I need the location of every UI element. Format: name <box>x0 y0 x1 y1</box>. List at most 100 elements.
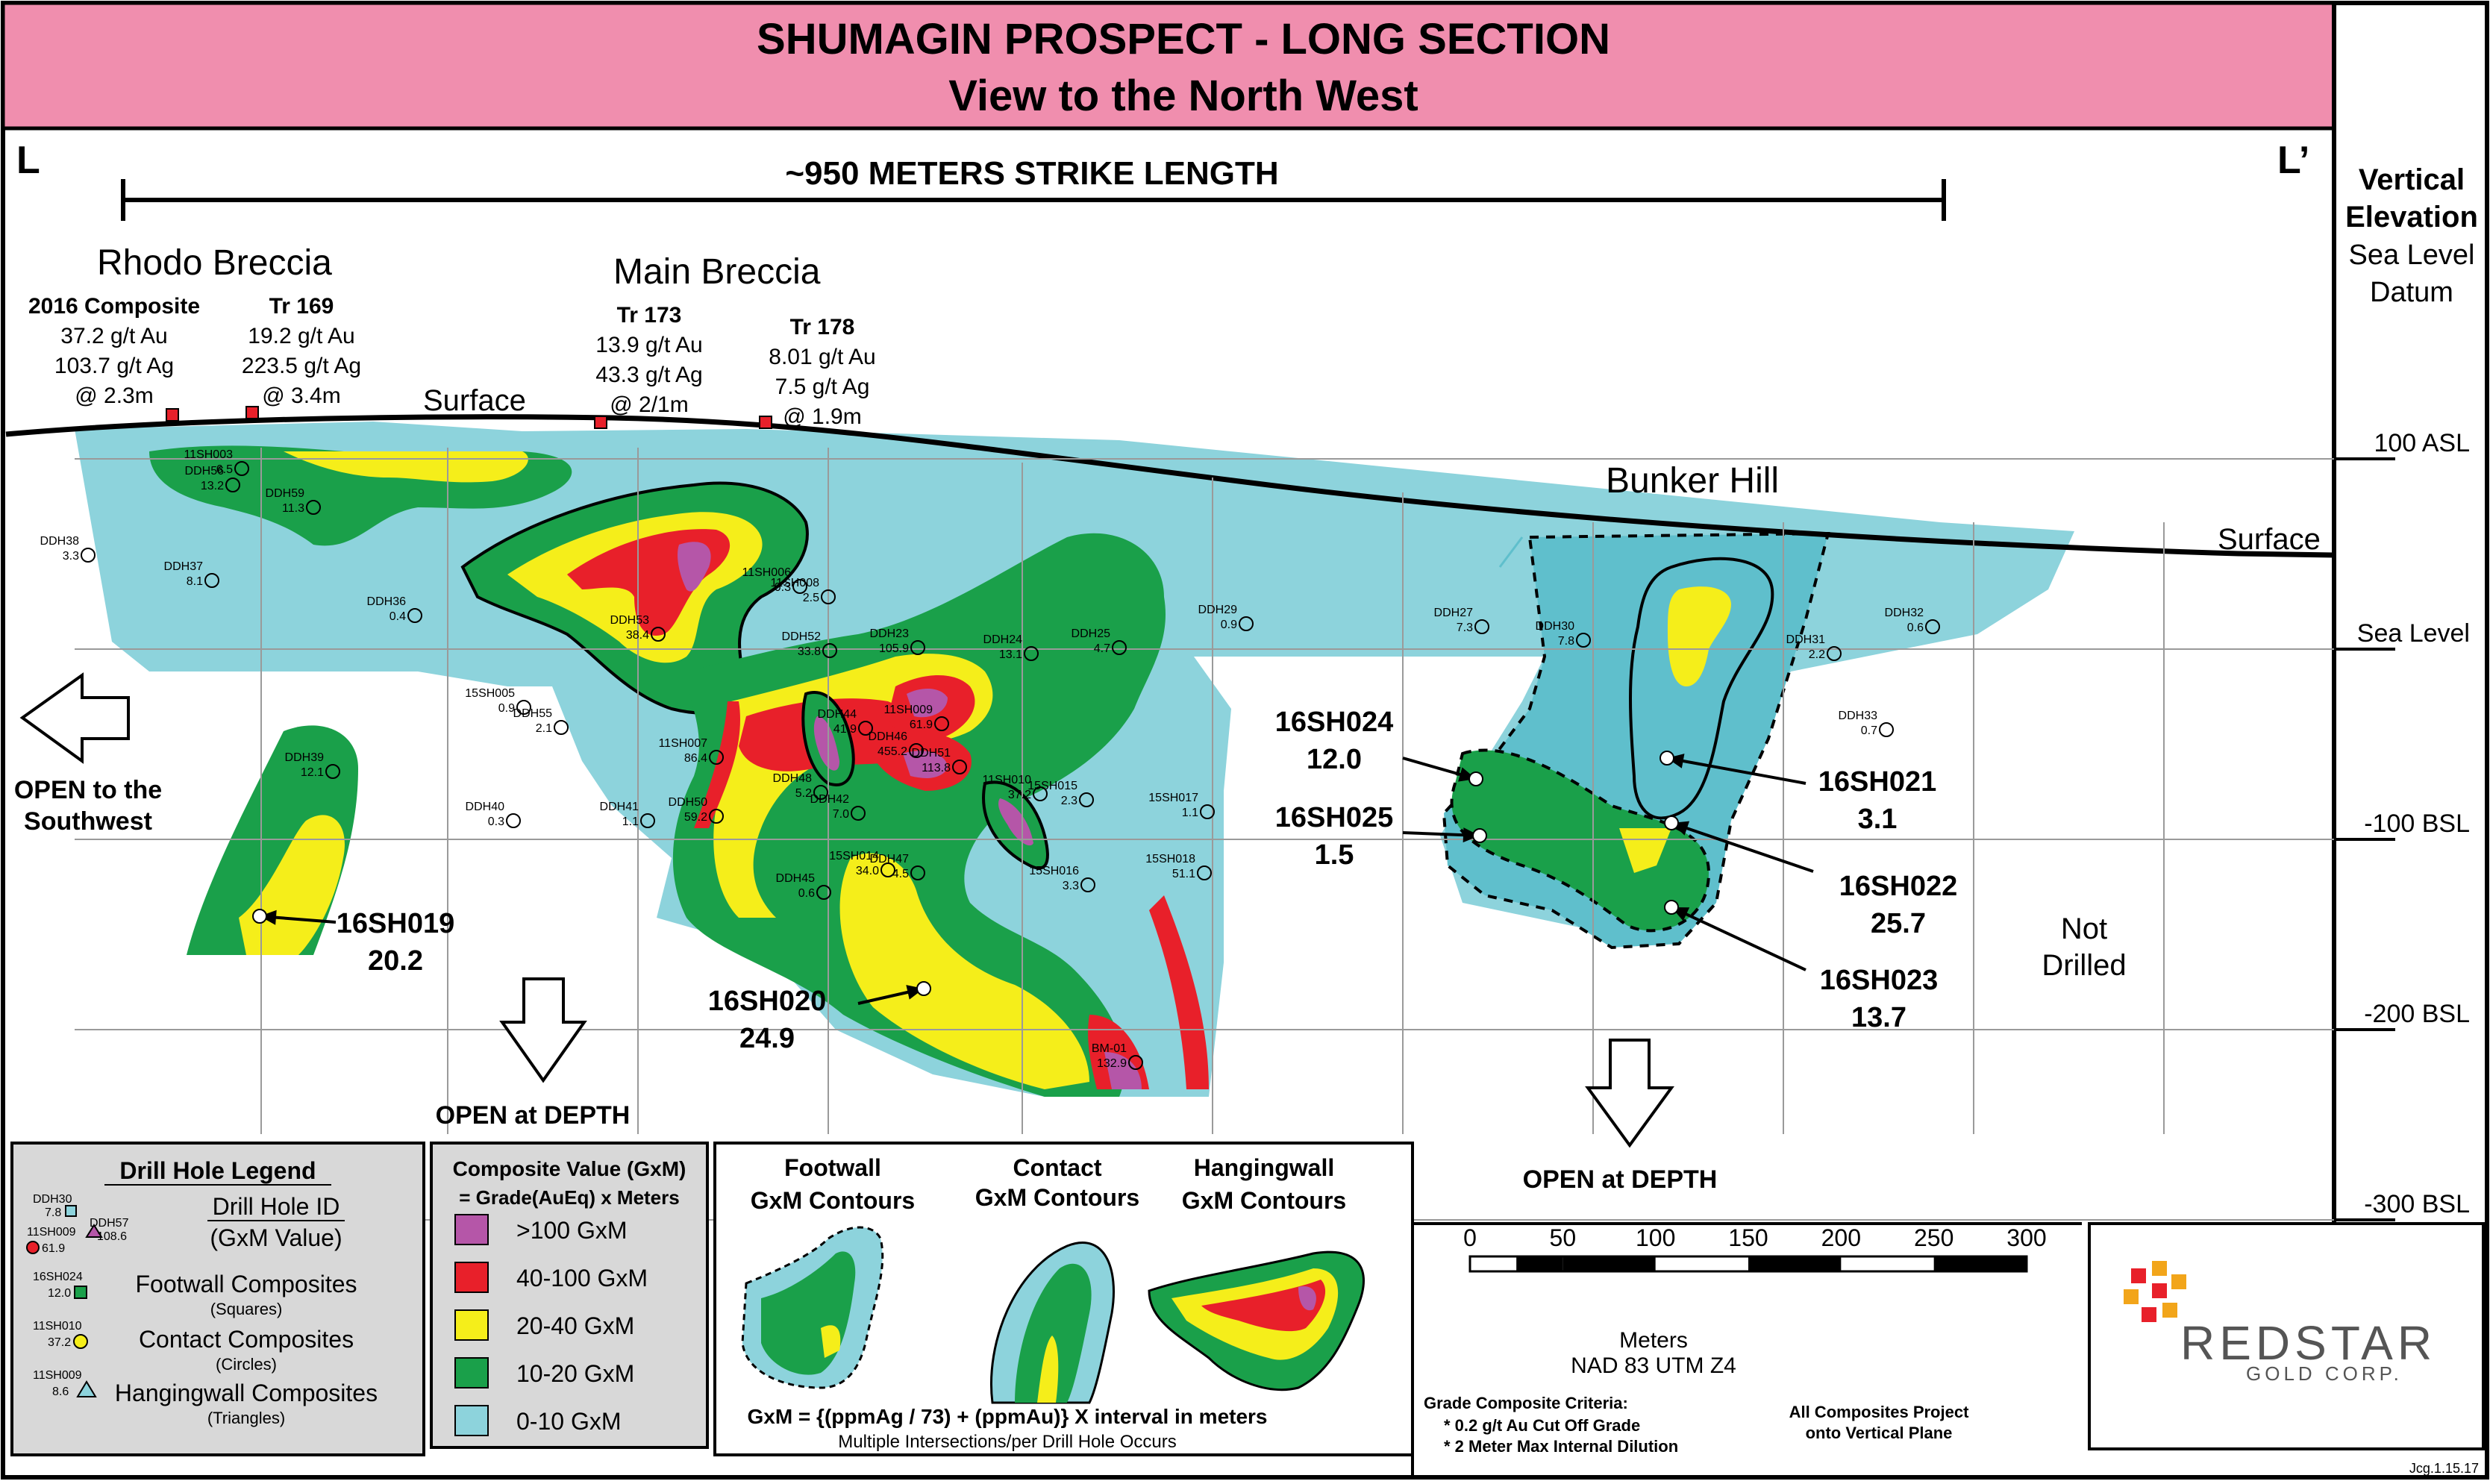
drill-hole: DDH32 0.6 <box>1885 607 1940 634</box>
drill-hole-id: 11SH008 <box>770 577 819 589</box>
callout-id: 16SH022 <box>1839 871 1957 902</box>
callout-value: 12.0 <box>1307 744 1362 775</box>
legend-circle-icon <box>26 1241 40 1254</box>
drill-hole: DDH33 0.7 <box>1839 710 1894 737</box>
criteria-line-2: * 2 Meter Max Internal Dilution <box>1444 1437 1678 1456</box>
scale-ticks: 0 50 100 150 200 250 300 <box>1463 1224 2047 1273</box>
drill-hole-value: 3.3 <box>63 550 79 563</box>
section-end-left: L <box>16 139 40 182</box>
callout-value: 20.2 <box>368 945 423 977</box>
redstar-logo: REDSTAR GOLD CORP. <box>2088 1222 2485 1450</box>
callout: 16SH021 3.1 <box>1660 751 1936 835</box>
legend-class-label: >100 GxM <box>516 1217 628 1244</box>
drill-hole: DDH45 0.6 <box>776 872 831 900</box>
drill-hole-id: DDH42 <box>810 793 850 806</box>
scale-tick-label: 250 <box>1914 1224 1953 1251</box>
drill-hole-marker <box>407 608 422 623</box>
drill-hole: DDH46 455.2 <box>869 730 924 758</box>
legend-class-label: 40-100 GxM <box>516 1265 648 1292</box>
drill-hole-value: 59.2 <box>684 811 707 824</box>
callout-leader <box>1666 757 1806 785</box>
drill-hole: 11SH006 0.3 <box>742 566 807 594</box>
scale-unit: Meters <box>1619 1328 1688 1353</box>
legend-ex-16sh024: 16SH024 <box>33 1271 83 1283</box>
trench-ag-1: 223.5 g/t Ag <box>242 354 361 378</box>
drill-hole-marker <box>1200 804 1215 819</box>
drill-hole-marker <box>909 743 924 758</box>
drill-hole-marker <box>821 589 836 604</box>
scale-tick-label: 200 <box>1821 1224 1861 1251</box>
redstar-star-icon <box>2124 1261 2186 1322</box>
trench-au-3: 8.01 g/t Au <box>769 345 875 369</box>
drill-hole: DDH38 3.3 <box>40 535 96 563</box>
drill-hole-value: 41.9 <box>833 723 857 736</box>
legend-contact-example <box>990 1242 1115 1404</box>
callout-id: 16SH024 <box>1275 707 1393 738</box>
drill-hole-value: 455.2 <box>878 745 907 758</box>
legend-contour-contact-1: Contact <box>1013 1154 1101 1181</box>
central-green-fold <box>672 533 1166 1097</box>
drill-hole-id: DDH41 <box>600 801 639 813</box>
legend-ex-11sh009: 11SH009 <box>27 1226 76 1239</box>
trench-width-2: @ 2/1m <box>610 392 688 417</box>
drill-hole: 15SH014 34.0 <box>829 850 895 877</box>
drill-hole-marker <box>234 461 249 476</box>
drill-hole: DDH47 4.5 <box>870 853 925 880</box>
drill-hole-value: 0.9 <box>1221 619 1237 631</box>
trench-au-2: 13.9 g/t Au <box>595 333 702 357</box>
drill-hole-id: DDH44 <box>818 708 857 721</box>
trench-name-1: Tr 169 <box>269 294 334 319</box>
trench-marker-2016 <box>166 408 179 422</box>
drill-hole-value: 132.9 <box>1097 1057 1127 1070</box>
callout-id: 16SH025 <box>1275 802 1393 833</box>
drill-hole-value: 33.8 <box>798 645 821 658</box>
drill-hole-marker <box>1197 865 1212 880</box>
open-southwest-1: OPEN to the <box>14 776 162 804</box>
trench-width-1: @ 3.4m <box>262 383 340 408</box>
elevation-label: -300 BSL <box>2364 1190 2470 1218</box>
drill-hole: DDH36 0.4 <box>367 595 422 623</box>
legend-contour-hanging-1: Hangingwall <box>1194 1154 1334 1181</box>
vertical-heading-2: Elevation <box>2345 201 2478 234</box>
drill-hole-value: 2.2 <box>1809 648 1825 661</box>
trench-ag-0: 103.7 g/t Ag <box>54 354 174 378</box>
drill-hole-id: DDH45 <box>776 872 816 885</box>
scale-tick-label: 300 <box>2006 1224 2046 1251</box>
trench-name-0: 2016 Composite <box>28 294 200 319</box>
not-drilled-2: Drilled <box>2042 949 2126 982</box>
drill-hole-id: 11SH010 <box>982 774 1031 786</box>
legend-value-classes: >100 GxM 40-100 GxM 20-40 GxM 10-20 GxM 0-10… <box>454 1214 648 1436</box>
drill-hole-value: 1.1 <box>1182 807 1198 819</box>
legend-drill-value-label: (GxM Value) <box>210 1224 342 1251</box>
criteria-line-1: * 0.2 g/t Au Cut Off Grade <box>1444 1416 1640 1435</box>
drill-hole: DDH37 8.1 <box>164 560 219 588</box>
title-bar <box>1 1 2336 131</box>
scale-segment <box>1562 1256 1656 1271</box>
callout-id: 16SH020 <box>708 986 826 1017</box>
area-label-bunker: Bunker Hill <box>1606 461 1779 501</box>
drill-hole-value: 0.7 <box>1861 724 1877 737</box>
legend-contact: Contact Composites <box>139 1326 354 1353</box>
drill-hole-id: DDH39 <box>285 751 325 764</box>
bunker-yellow-core <box>1668 586 1731 686</box>
legend-ex-11sh009-v: 61.9 <box>42 1242 65 1255</box>
legend-ex-108: 108.6 <box>97 1230 127 1243</box>
callout-hole-marker <box>1472 828 1487 843</box>
drill-hole: DDH23 105.9 <box>870 627 925 655</box>
drill-hole-value: 2.3 <box>1061 795 1077 807</box>
open-southwest-arrow <box>19 672 130 764</box>
vertical-heading-3: Sea Level <box>2348 239 2474 271</box>
trench-markers <box>166 406 772 429</box>
area-label-rhodo: Rhodo Breccia <box>97 243 332 283</box>
legend-triangle-icon <box>85 1224 103 1238</box>
drill-hole: DDH55 2.1 <box>513 707 569 735</box>
drill-hole-marker <box>709 750 724 765</box>
drill-hole-marker <box>1033 786 1048 801</box>
callout: 16SH023 13.7 <box>1664 900 1938 1033</box>
scale-tick-label: 150 <box>1728 1224 1768 1251</box>
drill-holes: 11SH0036.5DDH5613.2DDH5911.3DDH383.3DDH3… <box>40 448 1940 1070</box>
drill-hole: 11SH008 2.5 <box>770 577 836 604</box>
scale-segment <box>1933 1256 2027 1271</box>
drill-hole-id: DDH47 <box>870 853 910 865</box>
main-hw-purple <box>678 542 711 592</box>
